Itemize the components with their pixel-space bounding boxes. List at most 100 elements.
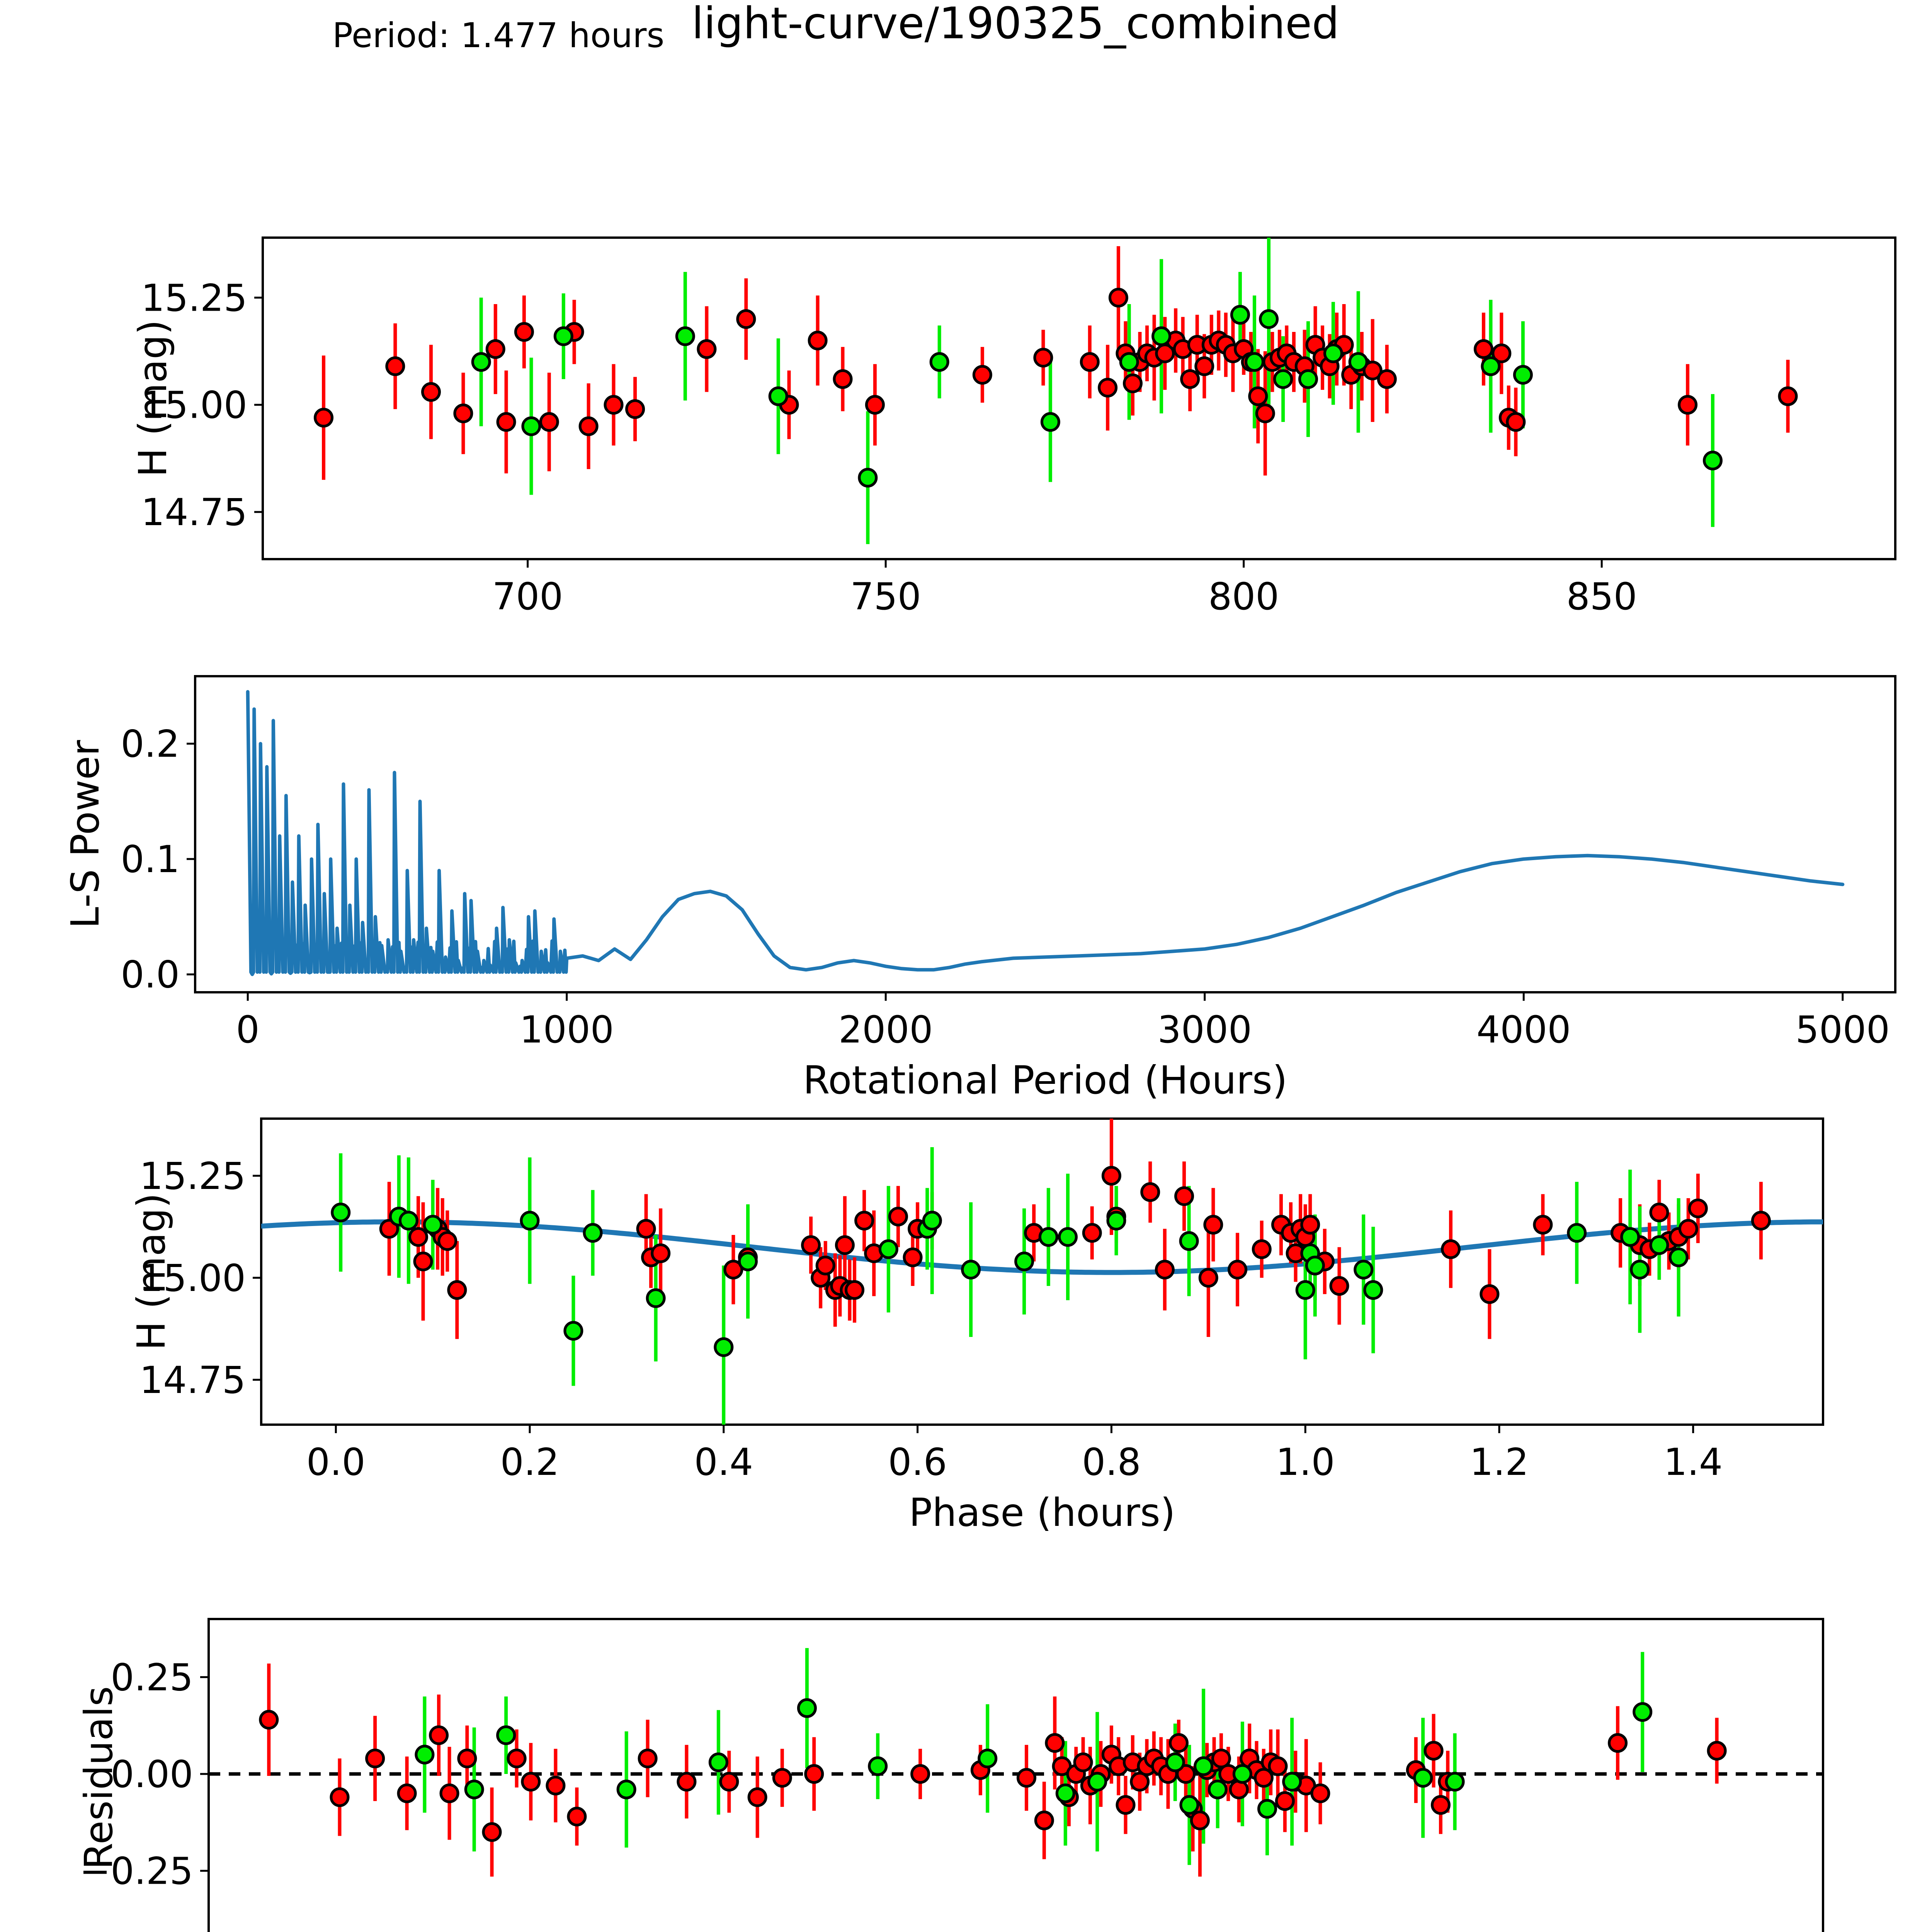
- data-point: [1165, 1752, 1185, 1772]
- data-point: [1506, 412, 1526, 432]
- x-tick-label: 3000: [1158, 1008, 1252, 1051]
- data-point: [772, 1768, 792, 1788]
- x-tick-label: 1000: [520, 1008, 614, 1051]
- data-point: [1273, 369, 1293, 389]
- data-point: [1179, 1795, 1199, 1815]
- data-point: [1533, 1215, 1553, 1235]
- data-point: [583, 1223, 603, 1243]
- data-point: [878, 1239, 898, 1259]
- y-tick-label: −0.25: [80, 1850, 193, 1893]
- data-point: [1122, 373, 1143, 393]
- data-point: [437, 1231, 457, 1251]
- data-point: [1211, 1748, 1231, 1769]
- data-point: [429, 1725, 449, 1745]
- data-point: [1513, 365, 1533, 385]
- y-tick-label: 15.25: [139, 1155, 246, 1198]
- data-point: [1668, 1247, 1689, 1267]
- x-tick-label: 0.8: [1082, 1440, 1141, 1484]
- data-point: [1040, 412, 1060, 432]
- y-axis-label: H (mag): [129, 1193, 174, 1350]
- data-point: [1678, 395, 1698, 415]
- x-tick-label: 1.4: [1663, 1440, 1723, 1484]
- data-point: [1423, 1741, 1444, 1761]
- axes-frame: [194, 675, 1896, 993]
- data-point: [1567, 1223, 1587, 1243]
- data-point: [539, 412, 559, 432]
- data-point: [768, 386, 788, 406]
- data-point: [415, 1745, 435, 1765]
- data-point: [1058, 1227, 1078, 1247]
- data-point: [1678, 1219, 1698, 1239]
- x-tick-label: 850: [1566, 575, 1637, 611]
- data-point: [723, 1260, 743, 1280]
- x-tick-label: 800: [1208, 575, 1279, 611]
- data-point: [858, 468, 878, 488]
- data-point: [1275, 1791, 1295, 1811]
- data-point: [507, 1748, 527, 1769]
- data-point: [1194, 1756, 1214, 1776]
- data-point: [496, 412, 516, 432]
- y-tick-label: 0.1: [121, 838, 180, 881]
- data-point: [1649, 1202, 1669, 1223]
- marker-group-green: [471, 305, 1723, 488]
- y-tick-label: 0.25: [111, 1656, 193, 1699]
- data-point: [651, 1243, 671, 1263]
- data-point: [1016, 1768, 1036, 1788]
- data-point: [1778, 386, 1798, 406]
- data-point: [719, 1772, 739, 1792]
- data-point: [1492, 344, 1512, 364]
- data-point: [521, 1772, 541, 1792]
- y-tick-label: 14.75: [139, 1359, 246, 1402]
- data-point: [1253, 1768, 1274, 1788]
- data-point: [1168, 1733, 1189, 1753]
- data-point: [1080, 352, 1100, 372]
- data-point: [259, 1710, 279, 1730]
- data-point: [385, 356, 405, 376]
- data-point: [1430, 1795, 1451, 1815]
- data-point: [1087, 1772, 1107, 1792]
- marker-group-green: [331, 1202, 1689, 1357]
- data-point: [1055, 1783, 1075, 1803]
- data-point: [408, 1227, 428, 1247]
- marker-group-green: [415, 1698, 1653, 1819]
- data-point: [868, 1756, 888, 1776]
- data-point: [1180, 369, 1200, 389]
- y-tick-label: 0.0: [121, 953, 180, 997]
- data-point: [1480, 1284, 1500, 1304]
- y-tick-label: 0.2: [121, 723, 180, 766]
- data-point: [1119, 352, 1139, 372]
- data-point: [567, 1806, 587, 1827]
- data-point: [514, 322, 534, 342]
- data-point: [972, 365, 992, 385]
- data-point: [604, 395, 624, 415]
- data-point: [546, 1776, 566, 1796]
- data-point: [1198, 1268, 1218, 1288]
- data-point: [1633, 1702, 1653, 1722]
- y-tick-label: 0.00: [111, 1753, 193, 1796]
- data-point: [1630, 1260, 1650, 1280]
- x-tick-label: 1.0: [1276, 1440, 1335, 1484]
- data-point: [1073, 1752, 1093, 1772]
- panel-lomb-scargle-periodogram: 0 1000 2000 3000 4000 5000 0.0 0.1 0.2 Rotational…: [63, 675, 1896, 1103]
- data-point: [865, 395, 885, 415]
- data-point: [1203, 1215, 1223, 1235]
- data-point: [1295, 1280, 1315, 1300]
- data-point: [1354, 1260, 1374, 1280]
- data-point: [1155, 1260, 1175, 1280]
- data-point: [747, 1787, 767, 1807]
- data-point: [845, 1280, 865, 1300]
- data-point: [520, 1211, 540, 1231]
- data-point: [1257, 1799, 1277, 1819]
- data-point: [708, 1752, 728, 1772]
- data-point: [1255, 403, 1275, 423]
- data-point: [1082, 1223, 1102, 1243]
- data-point: [421, 382, 441, 402]
- y-axis-label: L-S Power: [63, 740, 108, 929]
- data-point: [1305, 1255, 1325, 1276]
- x-tick-label: 700: [492, 575, 563, 611]
- data-point: [1363, 1280, 1383, 1300]
- data-point: [413, 1252, 433, 1272]
- data-point: [330, 1787, 350, 1807]
- data-point: [1413, 1768, 1433, 1788]
